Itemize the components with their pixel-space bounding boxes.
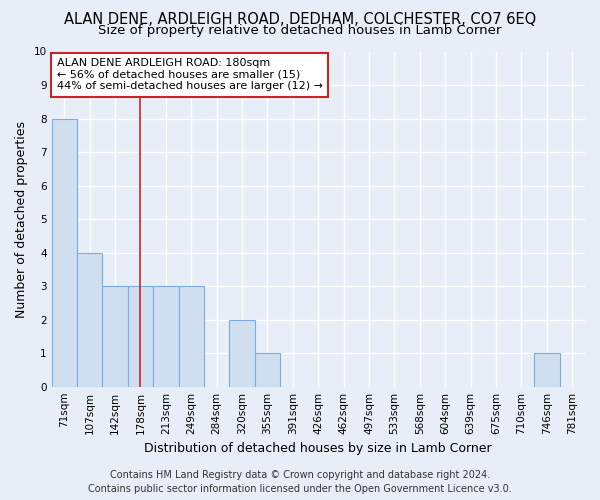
Bar bbox=[128, 286, 153, 386]
Text: ALAN DENE ARDLEIGH ROAD: 180sqm
← 56% of detached houses are smaller (15)
44% of: ALAN DENE ARDLEIGH ROAD: 180sqm ← 56% of… bbox=[57, 58, 323, 92]
Bar bbox=[77, 252, 103, 386]
Bar bbox=[103, 286, 128, 386]
X-axis label: Distribution of detached houses by size in Lamb Corner: Distribution of detached houses by size … bbox=[145, 442, 492, 455]
Bar bbox=[534, 353, 560, 386]
Bar bbox=[153, 286, 179, 386]
Text: Contains HM Land Registry data © Crown copyright and database right 2024.
Contai: Contains HM Land Registry data © Crown c… bbox=[88, 470, 512, 494]
Bar bbox=[229, 320, 255, 386]
Bar bbox=[179, 286, 204, 386]
Text: Size of property relative to detached houses in Lamb Corner: Size of property relative to detached ho… bbox=[98, 24, 502, 37]
Bar bbox=[52, 118, 77, 386]
Bar bbox=[255, 353, 280, 386]
Y-axis label: Number of detached properties: Number of detached properties bbox=[15, 120, 28, 318]
Text: ALAN DENE, ARDLEIGH ROAD, DEDHAM, COLCHESTER, CO7 6EQ: ALAN DENE, ARDLEIGH ROAD, DEDHAM, COLCHE… bbox=[64, 12, 536, 28]
